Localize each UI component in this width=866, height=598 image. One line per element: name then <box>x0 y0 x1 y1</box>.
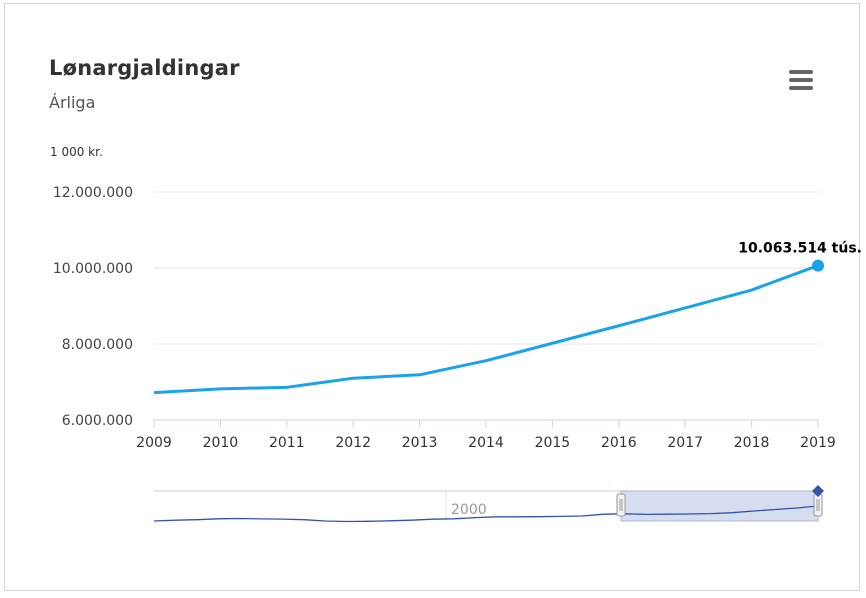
y-tick-label: 10.000.000 <box>53 261 133 277</box>
x-tick-label: 2010 <box>203 435 239 451</box>
x-tick-label: 2019 <box>800 435 836 451</box>
x-tick-label: 2014 <box>468 435 504 451</box>
x-tick-label: 2012 <box>335 435 371 451</box>
hamburger-menu-icon[interactable] <box>785 68 817 92</box>
data-label: 10.063.514 tús. <box>738 241 862 257</box>
x-tick-label: 2017 <box>667 435 703 451</box>
chart-subtitle: Árliga <box>49 93 96 112</box>
y-axis-unit-label: 1 000 kr. <box>50 145 103 159</box>
series-line <box>153 264 819 395</box>
x-tick-label: 2018 <box>734 435 770 451</box>
y-tick-label: 6.000.000 <box>62 413 133 429</box>
x-tick-label: 2011 <box>269 435 305 451</box>
handle-body <box>616 493 626 517</box>
chart-title: Lønargjaldingar <box>49 56 240 80</box>
navigator-line <box>153 505 819 523</box>
y-tick-label: 8.000.000 <box>62 337 133 353</box>
navigator-year-label: 2000 <box>451 502 487 518</box>
navigator-right-handle[interactable] <box>813 493 823 517</box>
x-tick-label: 2013 <box>402 435 438 451</box>
x-tick-label: 2016 <box>601 435 637 451</box>
x-tick-label: 2015 <box>535 435 571 451</box>
navigator-left-handle[interactable] <box>616 493 626 517</box>
last-data-point <box>812 259 824 272</box>
x-tick-label: 2009 <box>136 435 172 451</box>
y-tick-label: 12.000.000 <box>53 185 133 201</box>
navigator-selection <box>620 490 819 522</box>
handle-body <box>813 493 823 517</box>
navigator-end-marker <box>812 485 824 497</box>
